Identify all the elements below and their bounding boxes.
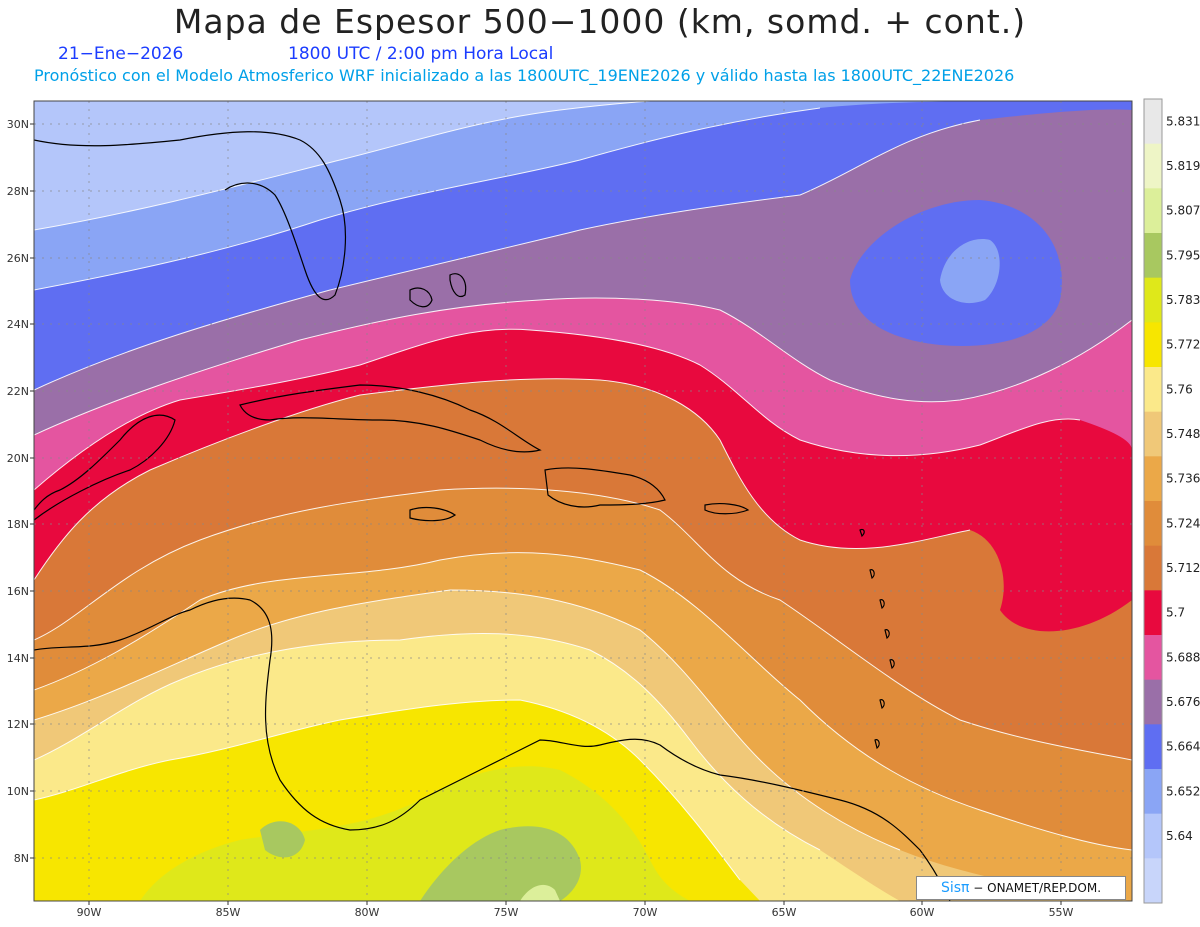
- colorbar-swatch: [1144, 858, 1162, 904]
- contour-field: [34, 101, 1132, 901]
- lat-label: 28N: [7, 185, 29, 198]
- lat-label: 30N: [7, 118, 29, 131]
- colorbar-level: 5.724: [1166, 516, 1200, 530]
- colorbar-swatch: [1144, 99, 1162, 145]
- colorbar-level: 5.64: [1166, 829, 1193, 843]
- colorbar: [1143, 98, 1163, 904]
- date-label: 21−Ene−2026: [58, 44, 184, 64]
- lat-label: 20N: [7, 452, 29, 465]
- colorbar-level: 5.819: [1166, 159, 1200, 173]
- colorbar-swatch: [1144, 188, 1162, 234]
- colorbar-level: 5.664: [1166, 740, 1200, 754]
- lat-label: 24N: [7, 318, 29, 331]
- lon-label: 85W: [216, 906, 241, 919]
- lat-label: 18N: [7, 518, 29, 531]
- colorbar-level: 5.748: [1166, 427, 1200, 441]
- credit-text: − ONAMET/REP.DOM.: [969, 881, 1102, 895]
- colorbar-level: 5.76: [1166, 382, 1193, 396]
- colorbar-swatch: [1144, 277, 1162, 323]
- time-label: 1800 UTC / 2:00 pm Hora Local: [288, 44, 554, 64]
- colorbar-level: 5.736: [1166, 472, 1200, 486]
- contour-lines: [34, 101, 1132, 881]
- colorbar-level: 5.676: [1166, 695, 1200, 709]
- lat-label: 14N: [7, 652, 29, 665]
- lon-label: 90W: [77, 906, 102, 919]
- coastlines: [34, 131, 951, 901]
- lon-label: 55W: [1049, 906, 1074, 919]
- lon-label: 70W: [633, 906, 658, 919]
- sispi-logo: Sisπ: [940, 880, 970, 896]
- lat-label: 10N: [7, 785, 29, 798]
- colorbar-swatch: [1144, 233, 1162, 279]
- lat-label: 26N: [7, 252, 29, 265]
- lat-label: 8N: [14, 852, 29, 865]
- lat-label: 22N: [7, 385, 29, 398]
- longitude-axis: 90W 85W 80W 75W 70W 65W 60W 55W: [77, 901, 1074, 919]
- colorbar-swatch: [1144, 679, 1162, 725]
- colorbar-swatch: [1144, 367, 1162, 413]
- colorbar-swatch: [1144, 545, 1162, 591]
- colorbar-swatch: [1144, 769, 1162, 815]
- colorbar-level: 5.807: [1166, 204, 1200, 218]
- lon-label: 60W: [910, 906, 935, 919]
- colorbar-level: 5.688: [1166, 650, 1200, 664]
- colorbar-swatch: [1144, 456, 1162, 502]
- forecast-note: Pronóstico con el Modelo Atmosferico WRF…: [34, 66, 1015, 85]
- plot-frame: [33, 100, 1133, 902]
- colorbar-labels: 5.831 5.819 5.807 5.795 5.783 5.772 5.76 5.748 5…: [1166, 114, 1200, 843]
- credit-box: Sisπ − ONAMET/REP.DOM.: [916, 876, 1126, 900]
- map-title: Mapa de Espesor 500−1000 (km, somd. + co…: [173, 2, 1027, 41]
- latitude-axis: 30N 28N 26N 24N 22N 20N 18N 16N 14N 12N 10N 8N: [7, 118, 34, 865]
- lon-label: 65W: [772, 906, 797, 919]
- colorbar-level: 5.7: [1166, 606, 1185, 620]
- colorbar-level: 5.712: [1166, 561, 1200, 575]
- colorbar-swatch: [1144, 143, 1162, 189]
- colorbar-swatch: [1144, 635, 1162, 681]
- colorbar-level: 5.652: [1166, 784, 1200, 798]
- lon-label: 75W: [494, 906, 519, 919]
- lat-label: 16N: [7, 585, 29, 598]
- graticule: [34, 101, 1132, 901]
- colorbar-level: 5.795: [1166, 248, 1200, 262]
- colorbar-swatch: [1144, 501, 1162, 547]
- colorbar-swatch: [1144, 724, 1162, 770]
- lon-label: 80W: [355, 906, 380, 919]
- colorbar-swatch: [1144, 411, 1162, 457]
- colorbar-swatch: [1144, 813, 1162, 859]
- colorbar-level: 5.772: [1166, 338, 1200, 352]
- colorbar-frame: [1143, 98, 1163, 904]
- lat-label: 12N: [7, 718, 29, 731]
- colorbar-swatch: [1144, 590, 1162, 636]
- colorbar-level: 5.831: [1166, 114, 1200, 128]
- colorbar-level: 5.783: [1166, 293, 1200, 307]
- colorbar-swatch: [1144, 322, 1162, 368]
